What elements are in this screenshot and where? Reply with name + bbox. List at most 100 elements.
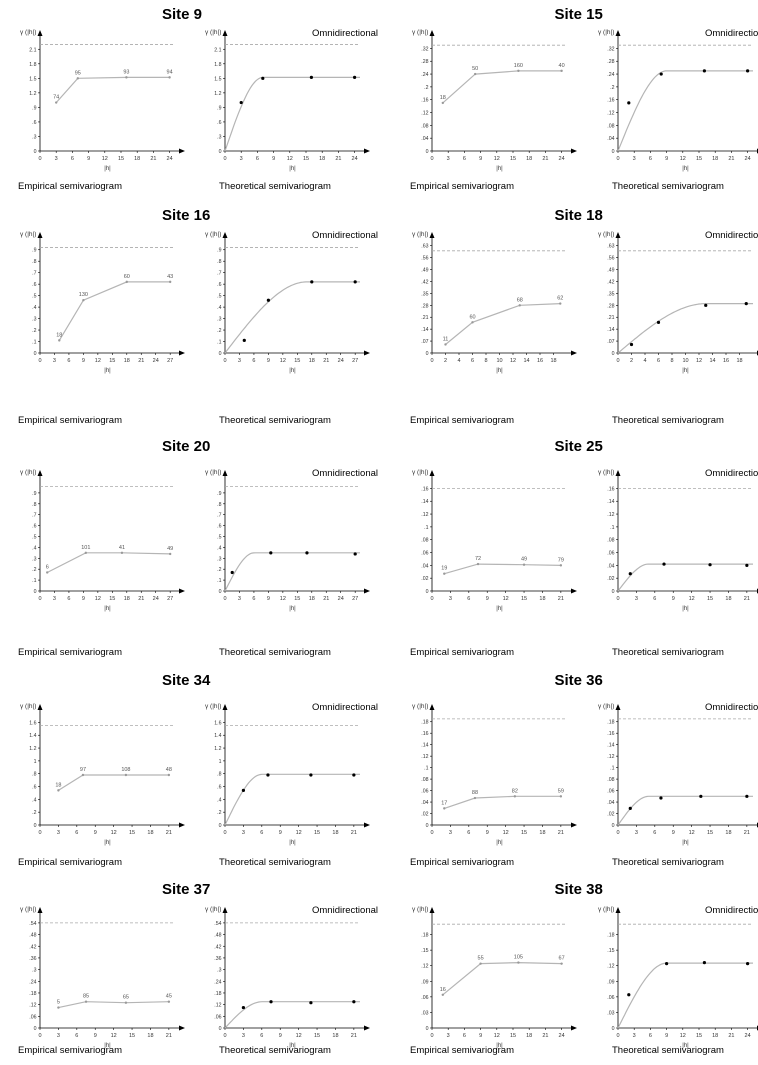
x-tick-label: 12 bbox=[689, 830, 695, 836]
pair-count-label: 97 bbox=[80, 767, 86, 773]
pair-count-label: 108 bbox=[121, 767, 130, 773]
x-tick-label: 27 bbox=[352, 596, 358, 602]
data-point bbox=[125, 280, 128, 284]
data-point bbox=[627, 101, 631, 105]
x-tick-label: 14 bbox=[709, 358, 715, 364]
y-tick-label: .2 bbox=[32, 328, 36, 334]
y-tick-label: .09 bbox=[421, 979, 428, 985]
y-axis-label: γ (|h|) bbox=[598, 469, 614, 476]
data-point bbox=[230, 570, 234, 575]
y-tick-label: .04 bbox=[607, 800, 614, 806]
y-tick-label: .12 bbox=[607, 512, 614, 518]
y-tick-label: .28 bbox=[421, 59, 428, 65]
y-tick-label: .04 bbox=[421, 563, 428, 569]
y-tick-label: .09 bbox=[607, 979, 614, 985]
data-point bbox=[81, 773, 85, 777]
y-tick-label: .1 bbox=[610, 766, 614, 772]
site-title: Site 20 bbox=[162, 438, 211, 455]
data-point bbox=[353, 552, 357, 556]
x-axis-arrow bbox=[179, 1025, 185, 1031]
y-tick-label: .35 bbox=[421, 291, 428, 297]
x-tick-label: 12 bbox=[680, 156, 686, 162]
x-tick-label: 3 bbox=[240, 156, 243, 162]
pair-count-label: 49 bbox=[167, 546, 173, 552]
x-tick-label: 18 bbox=[550, 358, 556, 364]
theoretical-caption: Theoretical semivariogram bbox=[219, 415, 331, 426]
x-tick-label: 6 bbox=[256, 156, 259, 162]
empirical-semivariogram-plot: γ (|h|) |h| 0 3 6 9 12 15 18 21 0 .02 .04 .06 .08 .1 .12… bbox=[412, 703, 577, 846]
y-axis-label: γ (|h|) bbox=[20, 29, 36, 36]
y-tick-label: .02 bbox=[421, 812, 428, 818]
x-tick-label: 0 bbox=[616, 1033, 619, 1039]
x-tick-label: 12 bbox=[503, 830, 509, 836]
site-title: Site 34 bbox=[162, 672, 211, 689]
x-tick-label: 18 bbox=[712, 156, 718, 162]
x-tick-label: 2 bbox=[630, 358, 633, 364]
y-tick-label: .6 bbox=[32, 524, 36, 530]
x-tick-label: 21 bbox=[138, 596, 144, 602]
y-tick-label: .8 bbox=[217, 772, 221, 778]
empirical-caption: Empirical semivariogram bbox=[410, 415, 514, 426]
empirical-caption: Empirical semivariogram bbox=[18, 181, 122, 192]
y-tick-label: 0 bbox=[34, 149, 37, 155]
x-tick-label: 9 bbox=[665, 1033, 668, 1039]
x-tick-label: 9 bbox=[672, 830, 675, 836]
model-curve bbox=[224, 773, 360, 826]
y-axis-arrow bbox=[37, 907, 43, 913]
x-tick-label: 9 bbox=[672, 596, 675, 602]
x-tick-label: 0 bbox=[616, 156, 619, 162]
y-tick-label: 0 bbox=[612, 589, 615, 595]
data-point bbox=[309, 773, 313, 777]
y-tick-label: .9 bbox=[217, 105, 221, 111]
x-tick-label: 9 bbox=[486, 830, 489, 836]
y-tick-label: .02 bbox=[421, 576, 428, 582]
x-tick-label: 21 bbox=[323, 358, 329, 364]
x-tick-label: 12 bbox=[95, 358, 101, 364]
y-tick-label: 0 bbox=[426, 1026, 429, 1032]
x-tick-label: 4 bbox=[457, 358, 460, 364]
x-tick-label: 6 bbox=[463, 1033, 466, 1039]
x-tick-label: 12 bbox=[287, 156, 293, 162]
x-axis-arrow bbox=[571, 148, 577, 154]
x-tick-label: 6 bbox=[260, 830, 263, 836]
y-axis-arrow bbox=[615, 232, 621, 238]
y-tick-label: .14 bbox=[421, 499, 428, 505]
y-tick-label: .63 bbox=[421, 244, 428, 250]
x-tick-label: 12 bbox=[503, 596, 509, 602]
x-tick-label: 12 bbox=[111, 1033, 117, 1039]
empirical-caption: Empirical semivariogram bbox=[410, 647, 514, 658]
x-axis-label: |h| bbox=[104, 166, 111, 172]
omnidirectional-label: Omnidirectional bbox=[312, 702, 378, 713]
x-tick-label: 18 bbox=[309, 596, 315, 602]
site-title: Site 16 bbox=[162, 207, 211, 224]
y-tick-label: .6 bbox=[217, 282, 221, 288]
x-tick-label: 2 bbox=[444, 358, 447, 364]
empirical-semivariogram-plot: γ (|h|) |h| 0 3 6 9 12 15 18 21 24 0 .03 .06 .09 .12 .15… bbox=[412, 906, 577, 1049]
pair-count-label: 72 bbox=[475, 556, 481, 562]
y-tick-label: .2 bbox=[424, 85, 428, 91]
x-tick-label: 27 bbox=[167, 358, 173, 364]
y-axis-arrow bbox=[615, 470, 621, 476]
y-tick-label: .2 bbox=[32, 810, 36, 816]
x-tick-label: 18 bbox=[147, 830, 153, 836]
data-point bbox=[746, 962, 750, 966]
x-tick-label: 21 bbox=[744, 830, 750, 836]
y-tick-label: .1 bbox=[424, 525, 428, 531]
y-tick-label: 1.4 bbox=[214, 733, 221, 739]
pair-count-label: 94 bbox=[167, 69, 173, 75]
x-tick-label: 15 bbox=[696, 1033, 702, 1039]
y-tick-label: .28 bbox=[607, 59, 614, 65]
y-tick-label: .3 bbox=[217, 317, 221, 323]
y-tick-label: .4 bbox=[217, 305, 221, 311]
x-tick-label: 9 bbox=[665, 156, 668, 162]
y-axis-label: γ (|h|) bbox=[412, 231, 428, 238]
y-tick-label: .06 bbox=[421, 551, 428, 557]
y-tick-label: .32 bbox=[421, 46, 428, 52]
x-tick-label: 3 bbox=[633, 1033, 636, 1039]
y-tick-label: .1 bbox=[217, 578, 221, 584]
theoretical-semivariogram-plot: γ (|h|) |h| 0 2 4 6 8 10 12 14 16 18 0 .07 .14 .21 .28 .3… bbox=[598, 231, 758, 374]
y-tick-label: .03 bbox=[607, 1010, 614, 1016]
data-point bbox=[58, 339, 61, 342]
theoretical-semivariogram-plot: γ (|h|) |h| 0 3 6 9 12 15 18 21 0 .06 .12 .18 .24 .3 .36… bbox=[205, 906, 370, 1049]
x-axis-label: |h| bbox=[682, 606, 689, 612]
